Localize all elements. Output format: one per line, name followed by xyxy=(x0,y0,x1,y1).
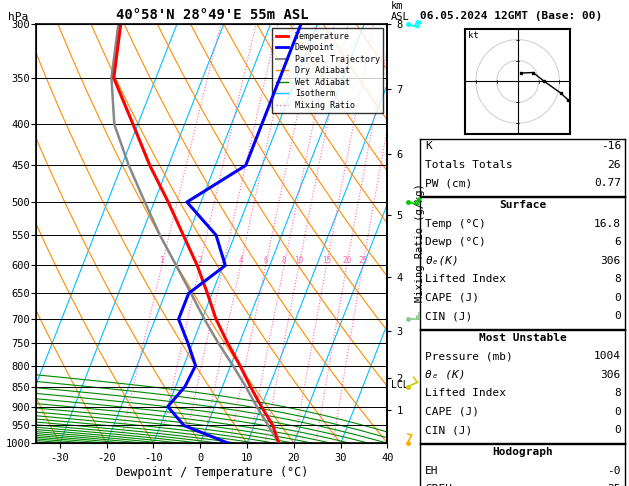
Text: -16: -16 xyxy=(601,141,621,152)
Text: 306: 306 xyxy=(601,370,621,380)
Text: Surface: Surface xyxy=(499,200,547,210)
Text: kt: kt xyxy=(467,31,478,39)
Text: CAPE (J): CAPE (J) xyxy=(425,407,479,417)
Text: Temp (°C): Temp (°C) xyxy=(425,219,486,229)
Text: Pressure (mb): Pressure (mb) xyxy=(425,351,513,362)
Text: 2: 2 xyxy=(198,257,202,265)
Text: 6: 6 xyxy=(264,257,268,265)
Text: 15: 15 xyxy=(322,257,331,265)
Text: 0: 0 xyxy=(614,311,621,321)
Text: SREH: SREH xyxy=(425,484,452,486)
Text: Lifted Index: Lifted Index xyxy=(425,274,506,284)
Text: Dewp (°C): Dewp (°C) xyxy=(425,237,486,247)
Text: 1: 1 xyxy=(160,257,164,265)
Text: Mixing Ratio (g/kg): Mixing Ratio (g/kg) xyxy=(415,184,425,302)
Text: 06.05.2024 12GMT (Base: 00): 06.05.2024 12GMT (Base: 00) xyxy=(420,11,603,21)
Text: EH: EH xyxy=(425,466,438,476)
Text: Hodograph: Hodograph xyxy=(493,447,554,457)
Text: 8: 8 xyxy=(282,257,286,265)
Title: 40°58'N 28°49'E 55m ASL: 40°58'N 28°49'E 55m ASL xyxy=(116,8,308,22)
Text: 0: 0 xyxy=(614,425,621,435)
Text: CIN (J): CIN (J) xyxy=(425,311,472,321)
Text: 25: 25 xyxy=(358,257,367,265)
Text: 3: 3 xyxy=(221,257,226,265)
Text: 0: 0 xyxy=(614,293,621,303)
Text: CAPE (J): CAPE (J) xyxy=(425,293,479,303)
Text: 20: 20 xyxy=(342,257,352,265)
Text: 16.8: 16.8 xyxy=(594,219,621,229)
Text: hPa: hPa xyxy=(8,12,28,22)
Text: Totals Totals: Totals Totals xyxy=(425,160,513,170)
Text: θₑ (K): θₑ (K) xyxy=(425,370,465,380)
Text: θₑ(K): θₑ(K) xyxy=(425,256,459,266)
Text: 10: 10 xyxy=(294,257,304,265)
Text: CIN (J): CIN (J) xyxy=(425,425,472,435)
Text: -0: -0 xyxy=(608,466,621,476)
Text: 1004: 1004 xyxy=(594,351,621,362)
Text: km
ASL: km ASL xyxy=(391,1,409,22)
Text: 8: 8 xyxy=(614,388,621,399)
Text: Lifted Index: Lifted Index xyxy=(425,388,506,399)
Text: PW (cm): PW (cm) xyxy=(425,178,472,189)
Text: 6: 6 xyxy=(614,237,621,247)
Text: 0.77: 0.77 xyxy=(594,178,621,189)
X-axis label: Dewpoint / Temperature (°C): Dewpoint / Temperature (°C) xyxy=(116,466,308,479)
Text: K: K xyxy=(425,141,432,152)
Text: 306: 306 xyxy=(601,256,621,266)
Legend: Temperature, Dewpoint, Parcel Trajectory, Dry Adiabat, Wet Adiabat, Isotherm, Mi: Temperature, Dewpoint, Parcel Trajectory… xyxy=(272,29,383,113)
Text: 4: 4 xyxy=(238,257,243,265)
Text: 25: 25 xyxy=(608,484,621,486)
Text: LCL: LCL xyxy=(391,380,408,390)
Text: Most Unstable: Most Unstable xyxy=(479,333,567,343)
Text: 0: 0 xyxy=(614,407,621,417)
Text: 8: 8 xyxy=(614,274,621,284)
Text: 26: 26 xyxy=(608,160,621,170)
